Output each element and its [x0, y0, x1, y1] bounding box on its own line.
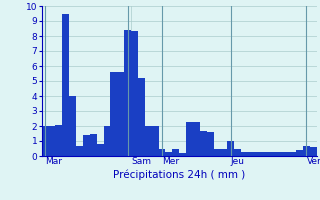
- Bar: [282, 152, 289, 156]
- X-axis label: Précipitations 24h ( mm ): Précipitations 24h ( mm ): [113, 169, 245, 180]
- Bar: [69, 96, 76, 156]
- Bar: [152, 126, 159, 156]
- Bar: [110, 72, 117, 156]
- Bar: [124, 30, 131, 156]
- Bar: [241, 152, 248, 156]
- Bar: [138, 78, 145, 156]
- Bar: [310, 147, 317, 156]
- Bar: [276, 152, 282, 156]
- Bar: [159, 148, 165, 156]
- Bar: [220, 148, 227, 156]
- Bar: [214, 148, 220, 156]
- Bar: [131, 31, 138, 156]
- Bar: [289, 152, 296, 156]
- Bar: [234, 148, 241, 156]
- Bar: [165, 152, 172, 156]
- Bar: [42, 126, 49, 156]
- Bar: [248, 152, 255, 156]
- Bar: [296, 150, 303, 156]
- Bar: [186, 121, 193, 156]
- Bar: [62, 14, 69, 156]
- Bar: [90, 134, 97, 156]
- Bar: [76, 146, 83, 156]
- Bar: [49, 126, 55, 156]
- Bar: [97, 144, 104, 156]
- Bar: [262, 152, 269, 156]
- Bar: [117, 72, 124, 156]
- Bar: [200, 130, 207, 156]
- Bar: [207, 132, 214, 156]
- Bar: [227, 141, 234, 156]
- Bar: [303, 146, 310, 156]
- Bar: [83, 135, 90, 156]
- Bar: [104, 126, 110, 156]
- Bar: [179, 153, 186, 156]
- Bar: [172, 148, 179, 156]
- Bar: [269, 152, 276, 156]
- Bar: [145, 126, 152, 156]
- Bar: [193, 121, 200, 156]
- Bar: [55, 124, 62, 156]
- Bar: [255, 152, 262, 156]
